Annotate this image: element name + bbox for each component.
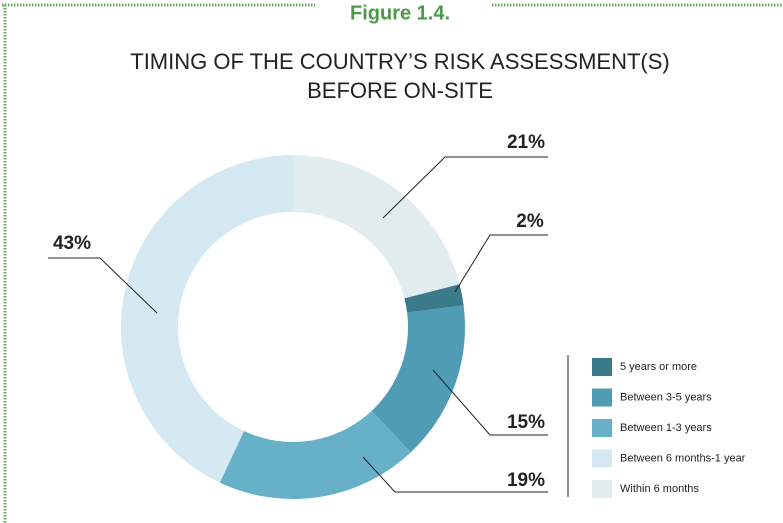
legend-label: Between 6 months-1 year xyxy=(620,452,746,464)
donut-segment xyxy=(371,305,466,453)
data-label: 19% xyxy=(507,470,545,491)
data-label: 21% xyxy=(507,132,545,153)
legend-label: Between 3-5 years xyxy=(620,391,712,403)
leader-line xyxy=(362,456,548,493)
donut-segment xyxy=(219,410,411,499)
legend-swatch xyxy=(592,358,612,376)
data-label: 15% xyxy=(507,412,545,433)
chart-title: BEFORE ON-SITE xyxy=(307,78,493,103)
donut-segment xyxy=(121,155,293,483)
leader-line xyxy=(48,257,158,314)
legend-swatch xyxy=(592,388,612,407)
donut-segment xyxy=(404,284,464,313)
legend-swatch xyxy=(592,449,612,468)
data-label: 43% xyxy=(53,233,91,254)
leader-line xyxy=(432,369,548,436)
figure-label: Figure 1.4. xyxy=(350,2,450,24)
legend-swatch xyxy=(592,419,612,437)
legend-label: Within 6 months xyxy=(620,483,699,495)
legend-swatch xyxy=(592,480,612,498)
donut-segment xyxy=(293,155,460,299)
chart-title: TIMING OF THE COUNTRY’S RISK ASSESSMENT(… xyxy=(130,49,669,74)
legend-label: 5 years or more xyxy=(620,361,697,373)
leader-line xyxy=(454,234,548,293)
data-label: 2% xyxy=(516,211,544,232)
leader-line xyxy=(382,156,548,219)
legend-label: Between 1-3 years xyxy=(620,422,712,434)
